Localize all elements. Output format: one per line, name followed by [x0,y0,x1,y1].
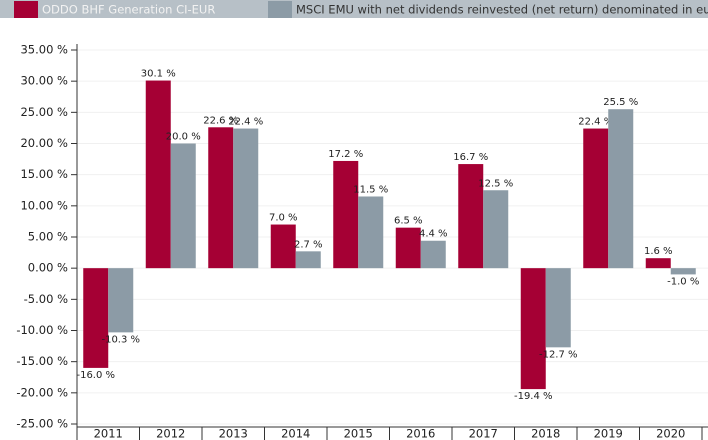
value-label: 6.5 % [394,216,423,227]
bar [420,240,446,269]
bar [670,268,696,275]
legend-swatch [14,1,38,18]
bar [645,258,671,269]
bar [545,268,571,348]
value-label: -1.0 % [667,276,699,287]
value-label: 7.0 % [269,213,298,224]
bar [108,268,134,333]
value-label: 17.2 % [328,149,363,160]
value-label: -12.7 % [539,349,578,360]
value-label: 1.6 % [644,246,673,257]
x-tick-label: 2013 [219,427,248,440]
value-label: 4.4 % [419,229,448,240]
bar [483,190,509,269]
y-tick-label: -10.00 % [16,323,68,337]
value-label: 20.0 % [166,132,201,143]
x-tick-label: 2015 [344,427,373,440]
y-tick-label: 0.00 % [28,261,68,275]
value-label: 22.4 % [228,117,263,128]
bar [333,160,359,269]
legend-label: ODDO BHF Generation CI-EUR [42,3,215,17]
value-label: -19.4 % [514,391,553,402]
y-tick-label: -15.00 % [16,354,68,368]
value-label: 22.4 % [578,117,613,128]
y-tick-label: -20.00 % [16,385,68,399]
y-tick-label: 20.00 % [20,136,68,150]
y-tick-label: 10.00 % [20,198,68,212]
bar [458,164,484,269]
x-tick-label: 2018 [531,427,560,440]
y-tick-label: 30.00 % [20,74,68,88]
bar [83,268,109,368]
bar [295,251,321,269]
y-tick-label: 5.00 % [28,230,68,244]
bar [170,143,196,269]
value-label: 2.7 % [294,239,323,250]
value-label: 22.6 % [203,115,238,126]
x-tick-label: 2012 [156,427,185,440]
value-label: 12.5 % [478,178,513,189]
value-label: 16.7 % [453,152,488,163]
y-tick-label: 15.00 % [20,167,68,181]
x-tick-label: 2014 [281,427,310,440]
bar [270,224,296,269]
bar [233,128,259,269]
bar [520,268,546,390]
bar [395,227,421,269]
legend-swatch [268,1,292,18]
y-tick-label: -25.00 % [16,417,68,431]
legend-label: MSCI EMU with net dividends reinvested (… [296,3,708,17]
y-tick-label: 25.00 % [20,105,68,119]
y-tick-label: -5.00 % [24,292,68,306]
value-label: -16.0 % [76,370,115,381]
x-tick-label: 2017 [469,427,498,440]
x-tick-label: 2011 [94,427,123,440]
bar [608,109,634,269]
x-tick-label: 2019 [594,427,623,440]
value-label: 30.1 % [141,69,176,80]
legend-band [0,0,708,18]
x-tick-label: 2020 [656,427,685,440]
bar [358,196,384,269]
y-tick-label: 35.00 % [20,43,68,57]
bar [145,80,171,269]
bar [208,127,234,269]
x-tick-label: 2016 [406,427,435,440]
value-label: 25.5 % [603,97,638,108]
value-label: -10.3 % [101,334,140,345]
value-label: 11.5 % [353,184,388,195]
bar [583,128,609,269]
